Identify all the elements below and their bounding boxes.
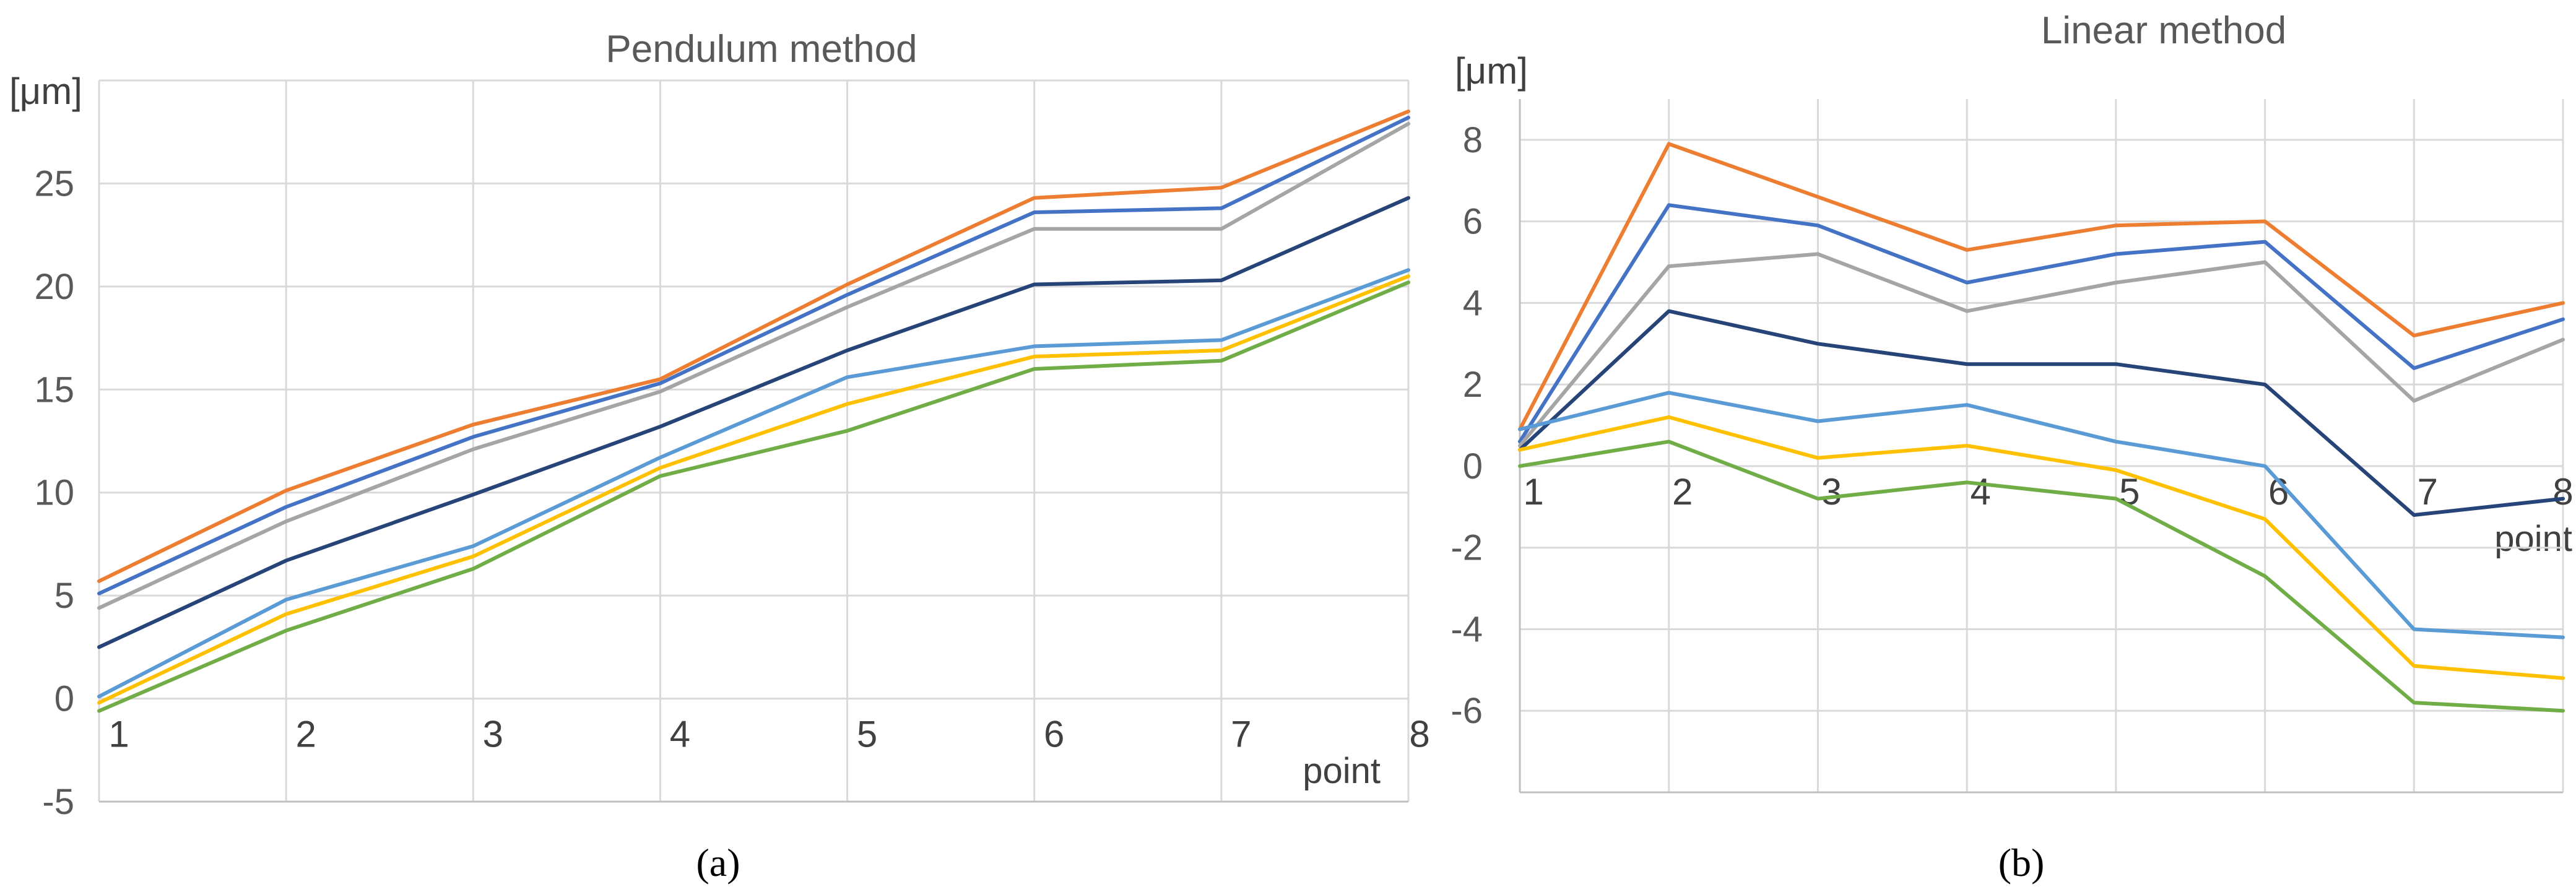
panel-pendulum: Pendulum method [μm] point (a) -50510152… xyxy=(9,28,1430,885)
y-axis-label: [μm] xyxy=(1455,50,1528,92)
series-line-1 xyxy=(1518,142,2565,431)
y-tick-label: 4 xyxy=(1463,283,1483,323)
x-tick-label: 7 xyxy=(2418,471,2438,513)
x-tick-label: 6 xyxy=(1044,714,1064,755)
y-tick-label: 0 xyxy=(54,679,74,719)
y-tick-label: 6 xyxy=(1463,202,1483,242)
panel-linear: Linear method [μm] point (b) -6 -4 -2 0 2 4 6 8… xyxy=(1451,9,2573,885)
y-tick-label: 0 xyxy=(1463,446,1483,487)
x-tick-label: 2 xyxy=(295,714,316,755)
y-tick-label: -2 xyxy=(1451,528,1483,568)
series-line-5 xyxy=(97,268,1410,699)
gridlines xyxy=(1519,99,2564,794)
x-tick-label: 6 xyxy=(2268,471,2289,513)
panel-caption: (b) xyxy=(1998,841,2045,885)
x-tick-label: 8 xyxy=(1409,714,1429,755)
y-tick-labels: -5 0 5 10 15 20 25 xyxy=(34,163,74,822)
y-tick-label: -4 xyxy=(1451,609,1483,649)
chart-title: Pendulum method xyxy=(605,28,917,71)
series-line-6 xyxy=(97,274,1410,705)
series-line-6 xyxy=(1518,415,2565,680)
y-tick-label: 5 xyxy=(54,576,74,616)
x-tick-label: 5 xyxy=(857,714,877,755)
y-tick-label: 2 xyxy=(1463,365,1483,405)
y-axis-label: [μm] xyxy=(9,71,82,112)
x-axis-label: point xyxy=(2494,519,2572,559)
x-tick-labels: 1 2 3 4 5 6 7 8 xyxy=(108,714,1429,755)
series-line-1 xyxy=(97,109,1410,583)
y-tick-label: -6 xyxy=(1451,691,1483,731)
x-tick-label: 3 xyxy=(483,714,503,755)
x-axis-label: point xyxy=(1303,751,1381,791)
y-tick-label: 20 xyxy=(34,267,74,307)
y-tick-label: -5 xyxy=(42,782,74,822)
x-tick-label: 4 xyxy=(670,714,690,755)
series-lines xyxy=(1518,142,2565,713)
series-line-5 xyxy=(1518,391,2565,639)
series-line-4 xyxy=(97,196,1410,649)
x-tick-label: 4 xyxy=(1970,471,1990,513)
y-tick-label: 15 xyxy=(34,370,74,410)
y-tick-label: 25 xyxy=(34,163,74,204)
x-tick-label: 3 xyxy=(1821,471,1842,513)
y-tick-labels: -6 -4 -2 0 2 4 6 8 xyxy=(1451,120,1483,731)
series-line-4 xyxy=(1518,309,2565,517)
y-tick-label: 10 xyxy=(34,473,74,513)
series-line-7 xyxy=(1518,440,2565,713)
series-line-3 xyxy=(97,121,1410,610)
x-tick-label: 2 xyxy=(1672,471,1693,513)
x-tick-label: 1 xyxy=(1523,471,1543,513)
x-tick-label: 8 xyxy=(2552,471,2573,513)
x-tick-label: 7 xyxy=(1231,714,1251,755)
series-line-7 xyxy=(97,280,1410,713)
series-line-3 xyxy=(1518,252,2565,448)
series-lines xyxy=(97,109,1410,713)
series-line-2 xyxy=(1518,203,2565,444)
y-tick-label: 8 xyxy=(1463,120,1483,160)
x-tick-label: 1 xyxy=(108,714,129,755)
series-line-2 xyxy=(97,115,1410,595)
chart-title: Linear method xyxy=(2041,9,2286,52)
panel-caption: (a) xyxy=(696,841,740,885)
